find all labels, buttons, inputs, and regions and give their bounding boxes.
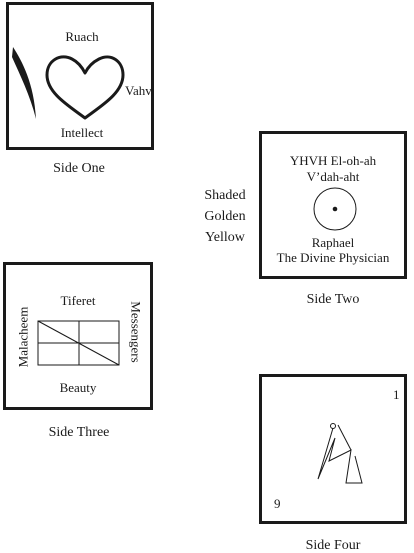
rectangle-grid-icon (37, 320, 120, 366)
side-two-panel: YHVH El-oh-ah V’dah-aht Raphael The Divi… (259, 131, 407, 279)
shading-note-line-3: Yellow (205, 230, 245, 245)
side-four-panel: 1 9 (259, 374, 407, 524)
side-two-line-1: YHVH El-oh-ah (289, 153, 377, 168)
circle-dot-icon (313, 187, 357, 231)
side-one-drawing (12, 47, 125, 120)
side-two-line-3: Raphael (311, 235, 355, 250)
side-three-panel: Tiferet Beauty Malacheem Messengers (3, 262, 153, 410)
side-one-caption: Side One (53, 161, 105, 176)
side-four-corner-top: 1 (393, 387, 400, 402)
side-four-corner-bottom: 9 (274, 496, 281, 511)
shading-note-line-2: Golden (204, 209, 246, 224)
side-one-right-label: Vahv (125, 83, 152, 98)
side-three-caption: Side Three (48, 425, 110, 440)
side-two-drawing (313, 187, 357, 231)
side-four-caption: Side Four (305, 538, 361, 553)
side-three-top-label: Tiferet (60, 293, 96, 308)
heart-icon (45, 55, 125, 120)
crescent-icon (12, 47, 36, 119)
sigil-line-icon (317, 423, 363, 484)
side-three-bottom-label: Beauty (59, 380, 97, 395)
shading-note: Shaded Golden Yellow (198, 185, 252, 248)
side-one-top-label: Ruach (65, 29, 99, 44)
side-four-drawing (317, 423, 363, 484)
side-two-line-4: The Divine Physician (276, 250, 390, 265)
shading-note-line-1: Shaded (204, 188, 246, 203)
side-one-bottom-label: Intellect (60, 125, 104, 140)
side-two-line-2: V’dah-aht (306, 169, 360, 184)
side-three-drawing (37, 320, 120, 366)
side-two-caption: Side Two (306, 292, 360, 307)
side-one-panel: Ruach Vahv Intellect (6, 2, 154, 150)
